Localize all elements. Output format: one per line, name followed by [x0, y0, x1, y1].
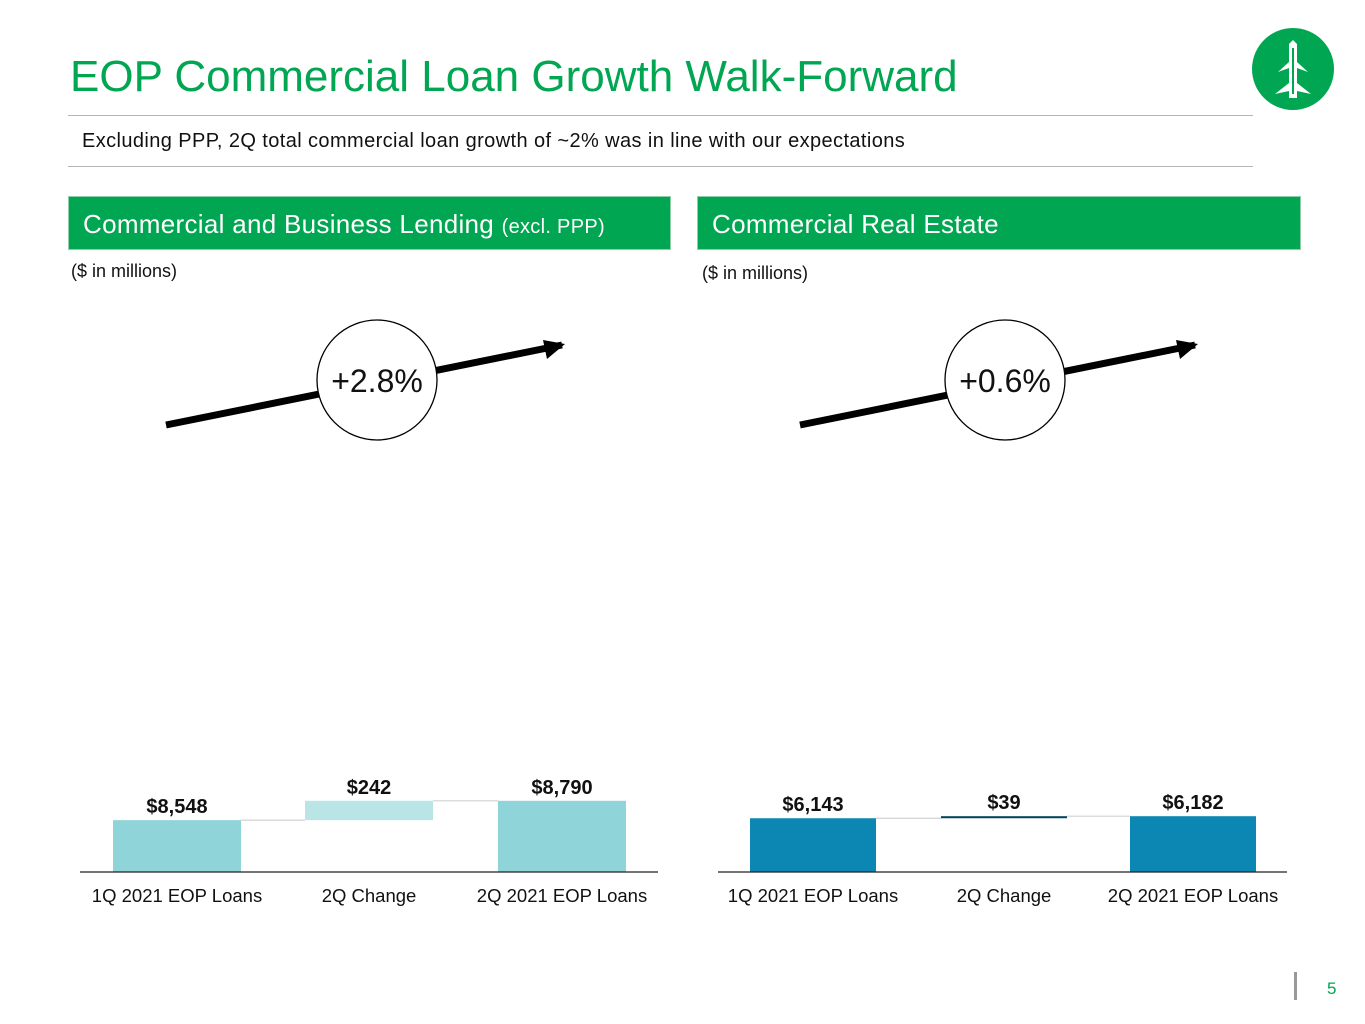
category-label: 2Q Change	[957, 885, 1052, 906]
bar-1	[750, 818, 876, 872]
panel-header-cbl: Commercial and Business Lending (excl. P…	[68, 196, 671, 250]
page-subtitle: Excluding PPP, 2Q total commercial loan …	[82, 130, 906, 152]
data-label: $8,790	[531, 777, 592, 799]
category-label: 1Q 2021 EOP Loans	[92, 885, 262, 906]
category-label: 2Q 2021 EOP Loans	[477, 885, 647, 906]
chart-cbl: +2.8% $8,548 1Q 2021 EOP Loans $242 2Q Chan…	[40, 300, 680, 930]
subtitle-divider	[68, 166, 1253, 167]
category-label: 2Q 2021 EOP Loans	[1108, 885, 1278, 906]
growth-badge	[316, 319, 438, 441]
growth-label: +0.6%	[959, 363, 1051, 399]
growth-arrow-head	[1176, 340, 1198, 359]
growth-badge	[944, 319, 1066, 441]
data-label: $8,548	[146, 796, 207, 818]
data-label: $6,182	[1162, 792, 1223, 814]
panel-header-cre: Commercial Real Estate	[697, 196, 1301, 250]
bar-3	[1130, 816, 1256, 872]
title-divider	[68, 115, 1253, 116]
panel-heading-cbl: Commercial and Business Lending	[83, 209, 495, 239]
category-label: 1Q 2021 EOP Loans	[728, 885, 898, 906]
page-number: 5	[1327, 979, 1337, 998]
page-title: EOP Commercial Loan Growth Walk-Forward	[70, 52, 958, 101]
bar-3	[498, 800, 626, 872]
panel-heading-suffix-cbl: (excl. PPP)	[501, 216, 605, 238]
growth-label: +2.8%	[331, 363, 423, 399]
data-label: $6,143	[782, 794, 843, 816]
growth-arrow-head	[543, 340, 565, 359]
units-label-cre: ($ in millions)	[702, 263, 809, 283]
units-label-cbl: ($ in millions)	[71, 261, 178, 281]
tree-icon	[1275, 40, 1311, 98]
page-number-divider	[1294, 972, 1297, 1000]
panel-heading-cre: Commercial Real Estate	[712, 209, 999, 239]
bar-2	[941, 816, 1067, 819]
chart-svg-cbl: +2.8% $8,548 1Q 2021 EOP Loans $242 2Q Chan…	[80, 319, 658, 906]
chart-cre: +0.6% $6,143 1Q 2021 EOP Loans $39 2Q Chang…	[673, 300, 1313, 930]
bar-2	[305, 800, 433, 821]
category-label: 2Q Change	[322, 885, 417, 906]
data-label: $242	[347, 777, 392, 799]
bar-1	[113, 820, 241, 872]
data-label: $39	[987, 792, 1020, 814]
chart-svg-cre: +0.6% $6,143 1Q 2021 EOP Loans $39 2Q Chang…	[718, 319, 1287, 906]
company-logo	[1252, 28, 1334, 110]
